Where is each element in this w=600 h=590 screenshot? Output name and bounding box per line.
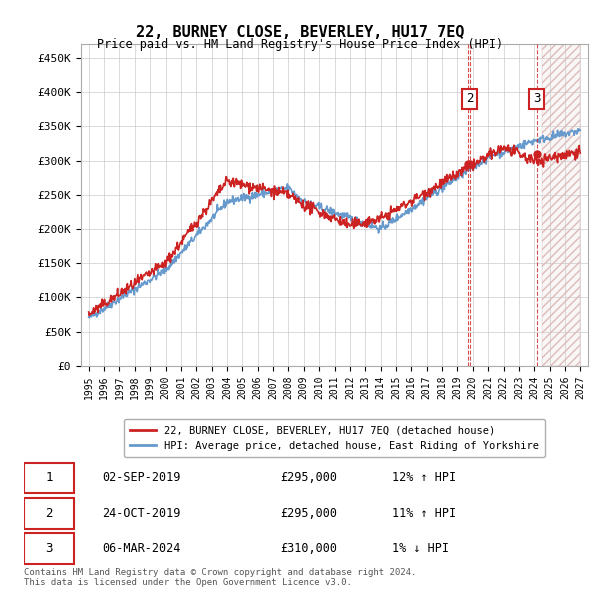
FancyBboxPatch shape [24,498,74,529]
Text: Price paid vs. HM Land Registry's House Price Index (HPI): Price paid vs. HM Land Registry's House … [97,38,503,51]
Text: 02-SEP-2019: 02-SEP-2019 [102,471,181,484]
Text: 06-MAR-2024: 06-MAR-2024 [102,542,181,555]
FancyBboxPatch shape [24,533,74,564]
Text: 3: 3 [46,542,53,555]
Text: 12% ↑ HPI: 12% ↑ HPI [392,471,457,484]
Text: 2: 2 [46,507,53,520]
Text: £295,000: £295,000 [281,507,338,520]
Text: 22, BURNEY CLOSE, BEVERLEY, HU17 7EQ: 22, BURNEY CLOSE, BEVERLEY, HU17 7EQ [136,25,464,40]
Text: 24-OCT-2019: 24-OCT-2019 [102,507,181,520]
Text: 1: 1 [46,471,53,484]
Text: 1% ↓ HPI: 1% ↓ HPI [392,542,449,555]
Text: 11% ↑ HPI: 11% ↑ HPI [392,507,457,520]
Text: Contains HM Land Registry data © Crown copyright and database right 2024.
This d: Contains HM Land Registry data © Crown c… [24,568,416,587]
Text: £310,000: £310,000 [281,542,338,555]
Text: 3: 3 [533,93,541,106]
FancyBboxPatch shape [24,463,74,493]
Text: 2: 2 [466,93,473,106]
Legend: 22, BURNEY CLOSE, BEVERLEY, HU17 7EQ (detached house), HPI: Average price, detac: 22, BURNEY CLOSE, BEVERLEY, HU17 7EQ (de… [124,419,545,457]
Text: £295,000: £295,000 [281,471,338,484]
